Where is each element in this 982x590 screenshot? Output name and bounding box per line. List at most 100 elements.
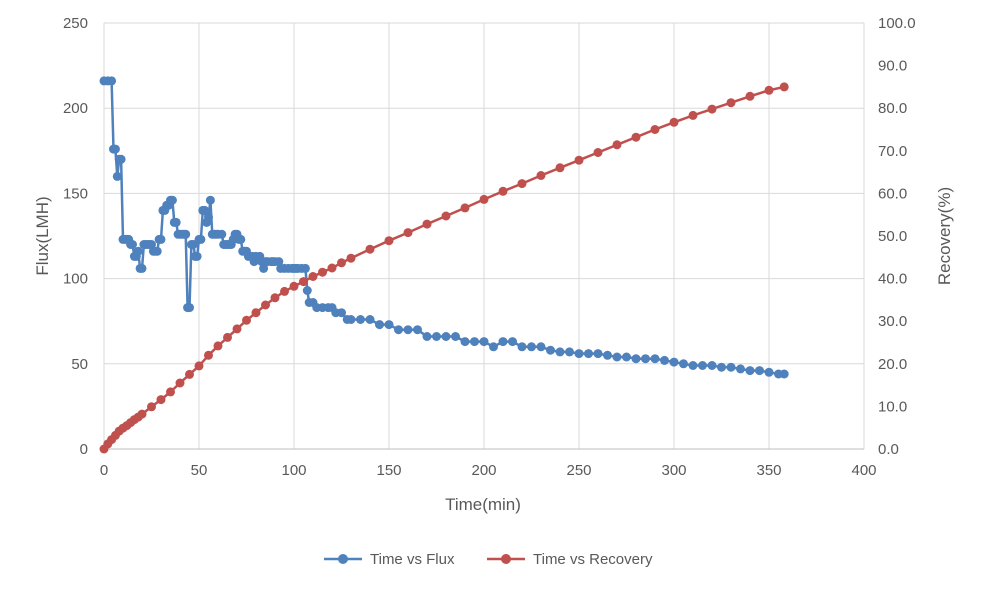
y-tick-label: 0 [80,441,88,458]
data-point [764,85,774,95]
data-point [669,117,679,127]
series-recovery [99,82,789,454]
data-point [555,347,565,357]
data-point [259,263,269,273]
x-tick-label: 200 [471,462,496,479]
y-tick-label: 50 [71,356,88,373]
data-point [147,240,156,249]
data-point [167,195,177,205]
data-point [384,320,394,330]
data-point [156,234,166,244]
data-point [356,315,365,324]
data-point [365,244,375,254]
data-point [574,155,584,165]
y2-tick-label: 60.0 [878,185,907,202]
data-point [688,110,698,120]
data-point [631,354,641,364]
data-point [346,315,356,324]
data-point [650,125,660,134]
x-tick-label: 150 [376,462,401,479]
data-point [441,332,451,341]
data-point [270,293,280,303]
data-point [194,361,204,371]
data-point [337,308,346,318]
data-point [133,246,143,256]
data-point [726,98,736,108]
data-point [717,362,726,372]
y2-axis-title: Recovery(%) [935,187,954,285]
y2-tick-label: 100.0 [878,15,916,32]
data-point [337,258,346,268]
data-point [232,324,242,334]
data-point [660,355,669,365]
data-point [736,364,745,374]
data-point [251,308,261,318]
axes: 0 50 100 150 200 250 300 350 400 0 50 100 150 200 250 0… [63,15,916,479]
y2-tick-label: 0.0 [878,441,899,458]
data-point [200,205,210,215]
data-point [171,217,181,227]
data-point [593,148,603,157]
data-point [584,349,593,359]
data-point [603,350,612,360]
data-point [181,229,191,239]
data-point [196,234,206,244]
y-tick-label: 200 [63,100,88,117]
data-point [688,361,698,370]
x-tick-label: 0 [100,462,108,479]
data-point [650,354,660,364]
data-point [261,300,270,310]
data-point [394,325,403,335]
data-point [147,402,156,412]
y2-tick-label: 70.0 [878,143,907,160]
y-axis-title: Flux(LMH) [33,196,52,275]
data-point [223,332,232,342]
x-tick-label: 250 [566,462,591,479]
data-point [137,409,147,419]
data-point [707,104,717,114]
data-point [299,277,308,287]
x-axis-title: Time(min) [445,495,521,514]
data-point [536,342,546,352]
data-point [498,337,508,347]
data-point [192,251,202,261]
x-tick-label: 100 [281,462,306,479]
data-point [432,332,441,341]
data-point [205,195,215,205]
data-point [527,342,536,352]
data-point [242,315,251,325]
data-point [517,342,527,352]
data-point [308,272,318,281]
data-point [498,186,508,196]
legend-marker-flux [338,554,348,564]
data-point [593,349,603,359]
data-point [375,320,384,330]
data-point [460,203,470,213]
x-tick-label: 350 [756,462,781,479]
legend-item-flux: Time vs Flux [324,551,455,568]
data-point [612,352,622,362]
data-point [365,315,375,324]
y2-tick-label: 30.0 [878,313,907,330]
data-point [451,332,460,341]
legend-marker-recovery [501,554,511,564]
data-point [536,171,546,180]
data-point [441,211,451,221]
x-tick-label: 300 [661,462,686,479]
data-point [403,228,413,238]
data-point [755,366,764,376]
data-point [213,341,223,351]
data-point [166,387,175,397]
data-point [460,337,470,347]
data-point [274,257,284,267]
data-point [779,82,789,92]
data-point [236,234,246,244]
legend: Time vs Flux Time vs Recovery [324,551,653,568]
y2-tick-label: 10.0 [878,398,907,415]
data-point [327,263,337,273]
series-flux [99,76,789,379]
data-point [612,140,622,150]
y2-tick-label: 50.0 [878,228,907,245]
data-point [489,342,498,352]
